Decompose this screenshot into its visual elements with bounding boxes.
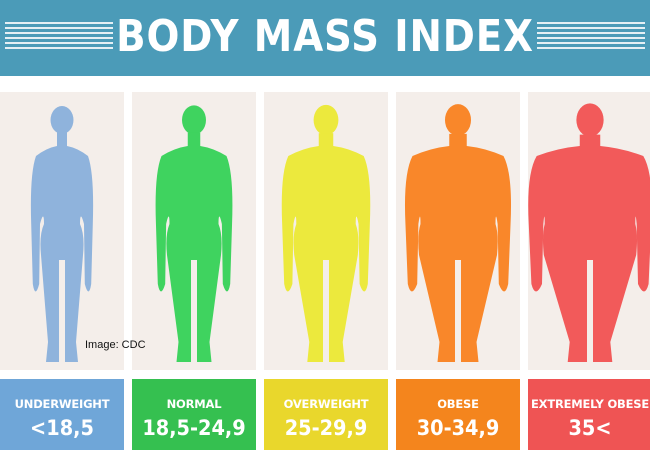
image-credit: Image: CDC <box>85 339 146 351</box>
body-silhouette-icon <box>528 103 650 362</box>
bmi-range: 30-34,9 <box>416 416 500 440</box>
bmi-range: <18,5 <box>30 416 94 440</box>
category-name: NORMAL <box>166 397 222 411</box>
figure-panel-very-heavy <box>528 92 650 370</box>
banner-stripes-right <box>537 22 645 52</box>
category-name: OBESE <box>437 397 479 411</box>
category-name: UNDERWEIGHT <box>14 397 110 411</box>
category-name: OVERWEIGHT <box>283 397 369 411</box>
figure-panel-heavy <box>396 92 520 370</box>
body-silhouette-icon <box>281 104 371 362</box>
body-silhouette-icon <box>30 106 94 362</box>
category-name: EXTREMELY OBESE <box>531 397 649 411</box>
bmi-range: 25-29,9 <box>284 416 368 440</box>
figure-panel-slim <box>0 92 124 370</box>
category-label-stocky: OVERWEIGHT 25-29,9 <box>264 379 388 450</box>
bmi-range: 35< <box>568 416 612 440</box>
bmi-range: 18,5-24,9 <box>142 416 246 440</box>
figure-panel-athletic <box>132 92 256 370</box>
body-silhouette-icon <box>404 104 512 362</box>
category-label-very-heavy: EXTREMELY OBESE 35< <box>528 379 650 450</box>
banner-stripes-left <box>5 22 113 52</box>
category-label-slim: UNDERWEIGHT <18,5 <box>0 379 124 450</box>
category-label-athletic: NORMAL 18,5-24,9 <box>132 379 256 450</box>
category-label-heavy: OBESE 30-34,9 <box>396 379 520 450</box>
page-title: BODY MASS INDEX <box>116 11 534 62</box>
title-banner: BODY MASS INDEX <box>0 0 650 76</box>
body-silhouette-icon <box>155 105 233 362</box>
figure-panel-stocky <box>264 92 388 370</box>
